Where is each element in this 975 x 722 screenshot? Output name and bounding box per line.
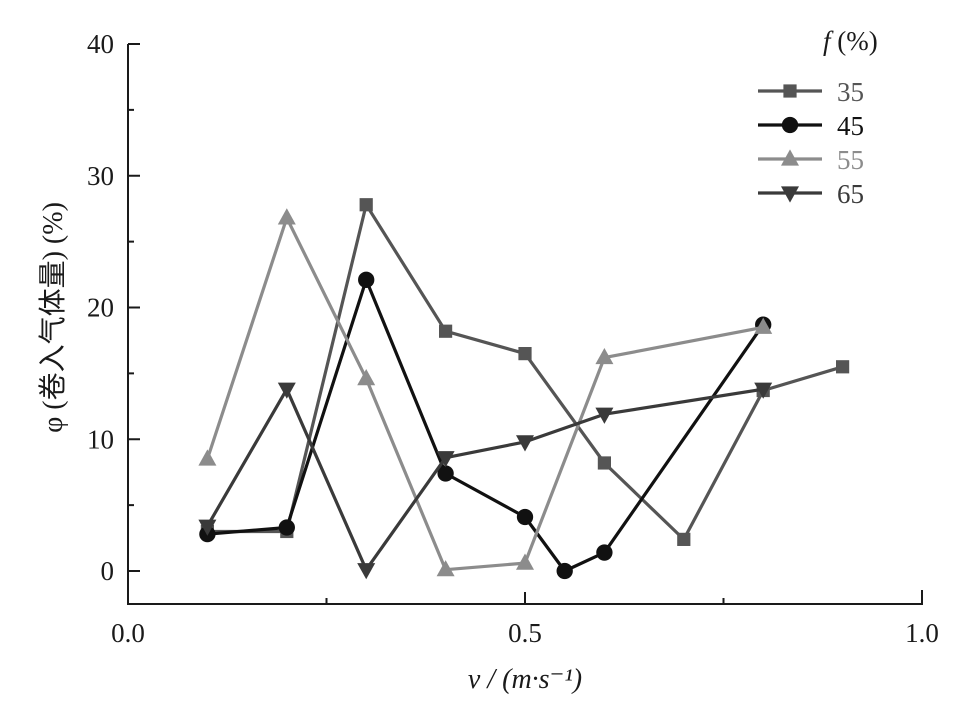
data-point-65 bbox=[516, 435, 534, 452]
data-point-45 bbox=[596, 544, 613, 561]
data-point-65 bbox=[436, 451, 455, 468]
data-point-45 bbox=[437, 465, 454, 482]
legend-marker-35 bbox=[783, 84, 797, 98]
series-layer bbox=[198, 198, 850, 580]
data-point-35 bbox=[836, 360, 850, 374]
x-axis-title: v / (m·s⁻¹) bbox=[468, 664, 582, 695]
data-point-45 bbox=[516, 508, 534, 526]
legend-label: 45 bbox=[837, 111, 864, 141]
y-tick-label: 30 bbox=[87, 161, 114, 191]
data-point-35 bbox=[359, 198, 373, 212]
series-55 bbox=[198, 208, 773, 577]
x-tick-label: 0.0 bbox=[111, 618, 145, 648]
data-point-65 bbox=[277, 382, 296, 399]
y-tick-label: 10 bbox=[87, 424, 114, 454]
data-point-55 bbox=[516, 553, 534, 570]
y-tick-label: 20 bbox=[87, 293, 114, 323]
legend-label: 35 bbox=[837, 77, 864, 107]
data-point-55 bbox=[436, 560, 455, 577]
legend-item-65: 65 bbox=[758, 179, 864, 209]
x-tick-label: 1.0 bbox=[905, 618, 939, 648]
axes: 0 10 20 30 40 0.0 0.5 1.0 v / (m·s⁻¹) φ (卷入气体量) (… bbox=[37, 29, 939, 695]
series-65 bbox=[198, 382, 773, 580]
legend-label: 55 bbox=[837, 145, 864, 175]
data-point-65 bbox=[198, 519, 217, 536]
legend-marker-45 bbox=[781, 116, 799, 134]
x-tick-label: 0.5 bbox=[508, 618, 542, 648]
data-point-55 bbox=[277, 208, 296, 225]
data-point-55 bbox=[754, 317, 773, 334]
legend-title: f (%) bbox=[823, 26, 878, 56]
data-point-45 bbox=[556, 562, 573, 580]
legend-marker-55 bbox=[781, 149, 799, 166]
y-tick-label: 40 bbox=[87, 29, 114, 59]
legend-label: 65 bbox=[837, 179, 864, 209]
legend-item-55: 55 bbox=[758, 145, 864, 175]
data-point-35 bbox=[518, 347, 532, 361]
y-tick-label: 0 bbox=[101, 556, 115, 586]
legend: f (%) 35 45 55 65 bbox=[758, 26, 878, 209]
data-point-65 bbox=[595, 407, 614, 424]
data-point-55 bbox=[357, 369, 376, 386]
data-point-35 bbox=[439, 324, 453, 338]
series-line-35 bbox=[207, 203, 844, 542]
data-point-65 bbox=[754, 382, 773, 399]
data-point-45 bbox=[278, 519, 295, 536]
y-axis-title: φ (卷入气体量) (%) bbox=[37, 202, 69, 433]
data-point-55 bbox=[595, 347, 614, 365]
legend-marker-65 bbox=[781, 186, 799, 203]
legend-item-35: 35 bbox=[758, 77, 864, 107]
data-point-45 bbox=[358, 271, 375, 288]
data-point-35 bbox=[677, 532, 691, 546]
data-point-55 bbox=[198, 449, 217, 466]
data-point-65 bbox=[357, 563, 376, 580]
data-point-35 bbox=[597, 456, 611, 470]
legend-item-45: 45 bbox=[758, 111, 864, 141]
